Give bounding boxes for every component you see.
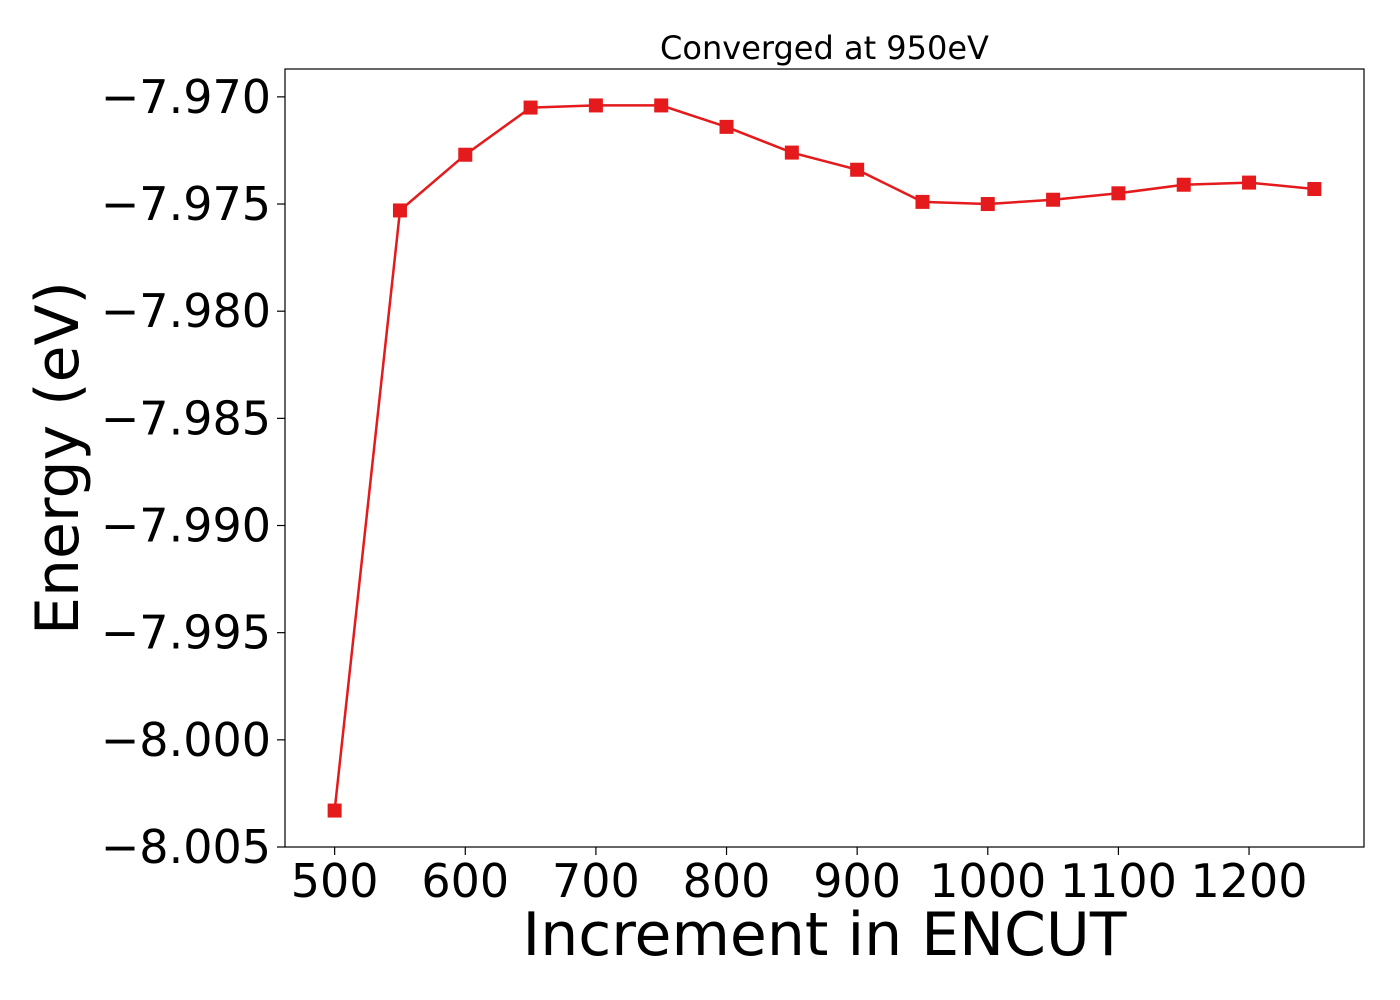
data-point-marker	[1111, 186, 1126, 201]
marks-layer	[327, 98, 1322, 818]
y-tick-label: −8.005	[101, 820, 271, 874]
x-tick-label: 1000	[929, 854, 1046, 908]
y-tick-label: −7.985	[101, 391, 271, 445]
x-tick-label: 1100	[1060, 854, 1177, 908]
x-tick-label: 1200	[1191, 854, 1308, 908]
data-point-marker	[719, 119, 734, 134]
data-point-marker	[588, 98, 603, 113]
y-tick-label: −7.990	[101, 499, 271, 553]
data-point-marker	[1046, 192, 1061, 207]
data-point-marker	[1176, 177, 1191, 192]
data-point-marker	[915, 194, 930, 209]
x-tick-label: 600	[421, 854, 509, 908]
y-tick-label: −7.995	[101, 606, 271, 660]
y-tick-label: −7.975	[101, 177, 271, 231]
data-point-marker	[392, 203, 407, 218]
x-axis-label: Increment in ENCUT	[523, 900, 1127, 970]
data-point-marker	[784, 145, 799, 160]
data-point-marker	[327, 803, 342, 818]
y-tick-label: −7.970	[101, 70, 271, 124]
x-tick-label: 700	[552, 854, 640, 908]
data-point-marker	[654, 98, 669, 113]
chart-title: Converged at 950eV	[660, 29, 989, 67]
x-tick-label: 900	[813, 854, 901, 908]
x-tick-label: 500	[291, 854, 379, 908]
data-point-marker	[523, 100, 538, 115]
data-point-marker	[1242, 175, 1257, 190]
y-tick-label: −7.980	[101, 284, 271, 338]
data-point-marker	[850, 162, 865, 177]
data-point-marker	[458, 147, 473, 162]
ticks-layer: 500 600 700 800 900 1000 1100 1200 −8.005 −8.000 −…	[101, 70, 1308, 908]
plot-area-frame	[284, 68, 1365, 848]
energy-series-line	[333, 104, 1315, 811]
data-point-marker	[980, 197, 995, 212]
y-axis-label: Energy (eV)	[23, 281, 93, 635]
data-point-marker	[1307, 182, 1322, 197]
y-tick-label: −8.000	[101, 713, 271, 767]
x-tick-label: 800	[683, 854, 771, 908]
